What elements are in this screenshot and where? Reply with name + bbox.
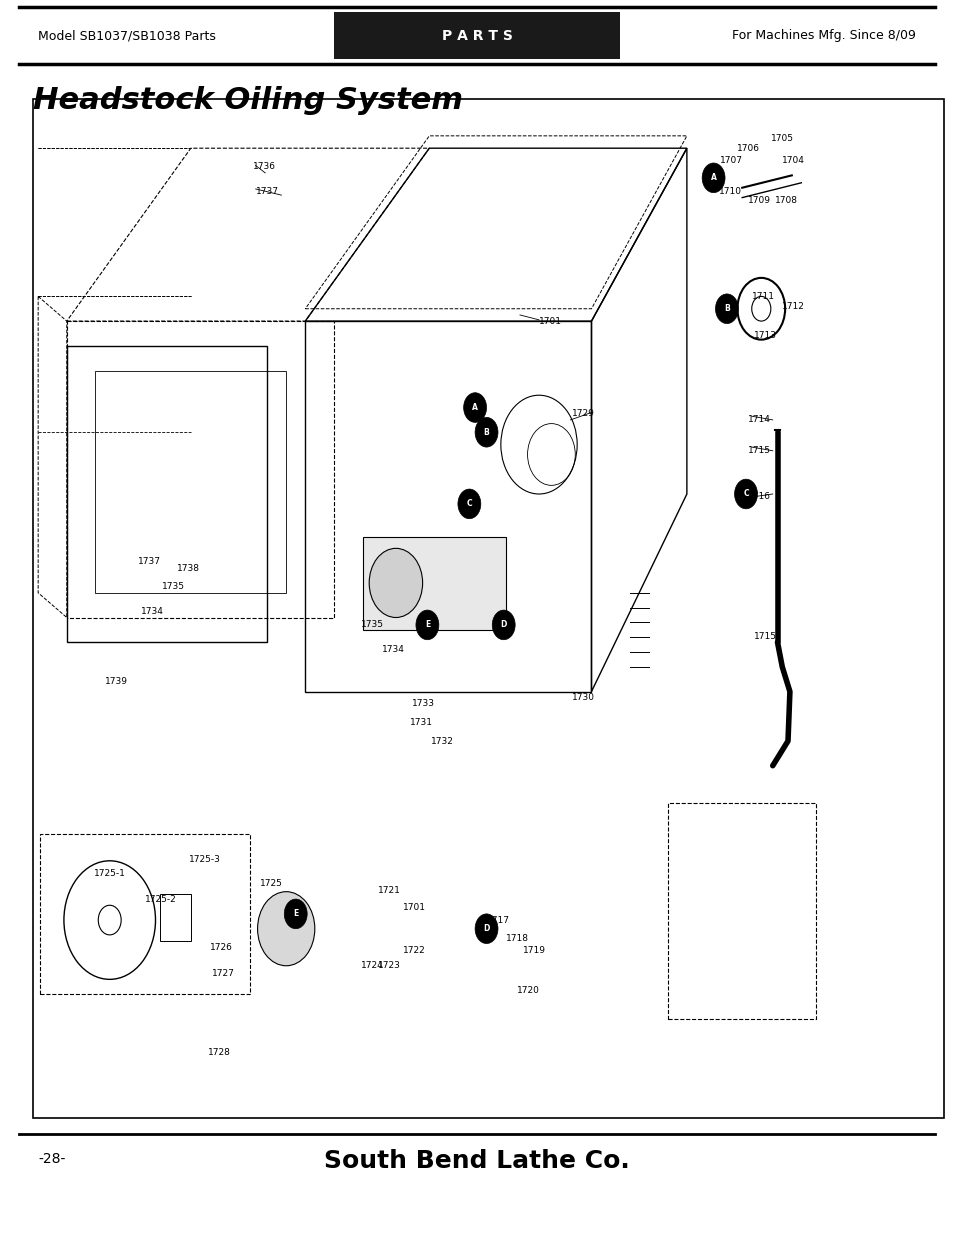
Circle shape	[457, 489, 480, 519]
Text: 1712: 1712	[781, 301, 804, 311]
Circle shape	[257, 892, 314, 966]
Text: South Bend Lathe Co.: South Bend Lathe Co.	[324, 1149, 629, 1172]
Circle shape	[715, 294, 738, 324]
Text: 1716: 1716	[747, 492, 770, 501]
Text: 1736: 1736	[253, 162, 275, 172]
Text: 1723: 1723	[377, 961, 400, 971]
Text: Headstock Oiling System: Headstock Oiling System	[33, 86, 463, 115]
Bar	[362, 537, 505, 630]
Text: 1707: 1707	[720, 156, 742, 165]
Circle shape	[475, 914, 497, 944]
Circle shape	[734, 479, 757, 509]
Circle shape	[369, 548, 422, 618]
Text: 1715: 1715	[747, 446, 770, 456]
Text: 1706: 1706	[736, 143, 759, 153]
Circle shape	[416, 610, 438, 640]
Text: D: D	[483, 924, 489, 934]
Text: 1725-2: 1725-2	[145, 894, 176, 904]
Text: 1709: 1709	[747, 195, 770, 205]
Circle shape	[463, 393, 486, 422]
Circle shape	[492, 610, 515, 640]
Text: 1733: 1733	[412, 699, 435, 709]
Text: C: C	[466, 499, 472, 509]
Text: 1738: 1738	[176, 563, 199, 573]
Bar	[40, 834, 250, 994]
Text: 1705: 1705	[770, 133, 793, 143]
Text: 1725-3: 1725-3	[189, 855, 220, 864]
Bar	[33, 99, 943, 1118]
Text: 1711: 1711	[751, 291, 774, 301]
Text: 1713: 1713	[753, 331, 776, 341]
Text: 1726: 1726	[210, 942, 233, 952]
Text: 1717: 1717	[486, 915, 509, 925]
Text: C: C	[742, 489, 748, 499]
Text: 1728: 1728	[208, 1047, 231, 1057]
Text: 1735: 1735	[360, 620, 383, 630]
Text: 1725: 1725	[259, 878, 282, 888]
Text: 1720: 1720	[517, 986, 539, 995]
Bar	[160, 894, 191, 941]
Text: 1721: 1721	[377, 885, 400, 895]
Circle shape	[284, 899, 307, 929]
Text: 1715: 1715	[753, 631, 776, 641]
Text: 1730: 1730	[572, 693, 595, 703]
Text: 1719: 1719	[522, 946, 545, 956]
Text: 1724: 1724	[360, 961, 383, 971]
Text: A: A	[710, 173, 716, 183]
Text: 1710: 1710	[719, 186, 741, 196]
Text: 1708: 1708	[774, 195, 797, 205]
Circle shape	[475, 417, 497, 447]
Text: 1704: 1704	[781, 156, 804, 165]
Text: B: B	[483, 427, 489, 437]
Text: A: A	[472, 403, 477, 412]
Text: D: D	[500, 620, 506, 630]
Text: 1735: 1735	[162, 582, 185, 592]
Bar	[334, 12, 619, 59]
Text: 1722: 1722	[402, 946, 425, 956]
Circle shape	[701, 163, 724, 193]
Text: 1739: 1739	[105, 677, 128, 687]
Text: 1734: 1734	[141, 606, 164, 616]
Text: 1701: 1701	[402, 903, 425, 913]
Text: 1725-1: 1725-1	[93, 868, 125, 878]
Text: E: E	[293, 909, 298, 919]
Text: 1718: 1718	[505, 934, 528, 944]
Text: For Machines Mfg. Since 8/09: For Machines Mfg. Since 8/09	[731, 30, 915, 42]
Text: 1729: 1729	[572, 409, 595, 419]
Text: E: E	[424, 620, 430, 630]
Text: -28-: -28-	[38, 1152, 66, 1166]
Text: 1727: 1727	[212, 968, 234, 978]
Text: 1731: 1731	[410, 718, 433, 727]
Text: P A R T S: P A R T S	[441, 28, 512, 43]
Text: 1734: 1734	[381, 645, 404, 655]
Text: B: B	[723, 304, 729, 314]
Text: 1737: 1737	[138, 557, 161, 567]
Text: 1714: 1714	[747, 415, 770, 425]
Bar	[667, 803, 815, 1019]
Text: Model SB1037/SB1038 Parts: Model SB1037/SB1038 Parts	[38, 30, 215, 42]
Text: 1732: 1732	[431, 736, 454, 746]
Text: 1701: 1701	[538, 316, 561, 326]
Text: 1737: 1737	[255, 186, 278, 196]
